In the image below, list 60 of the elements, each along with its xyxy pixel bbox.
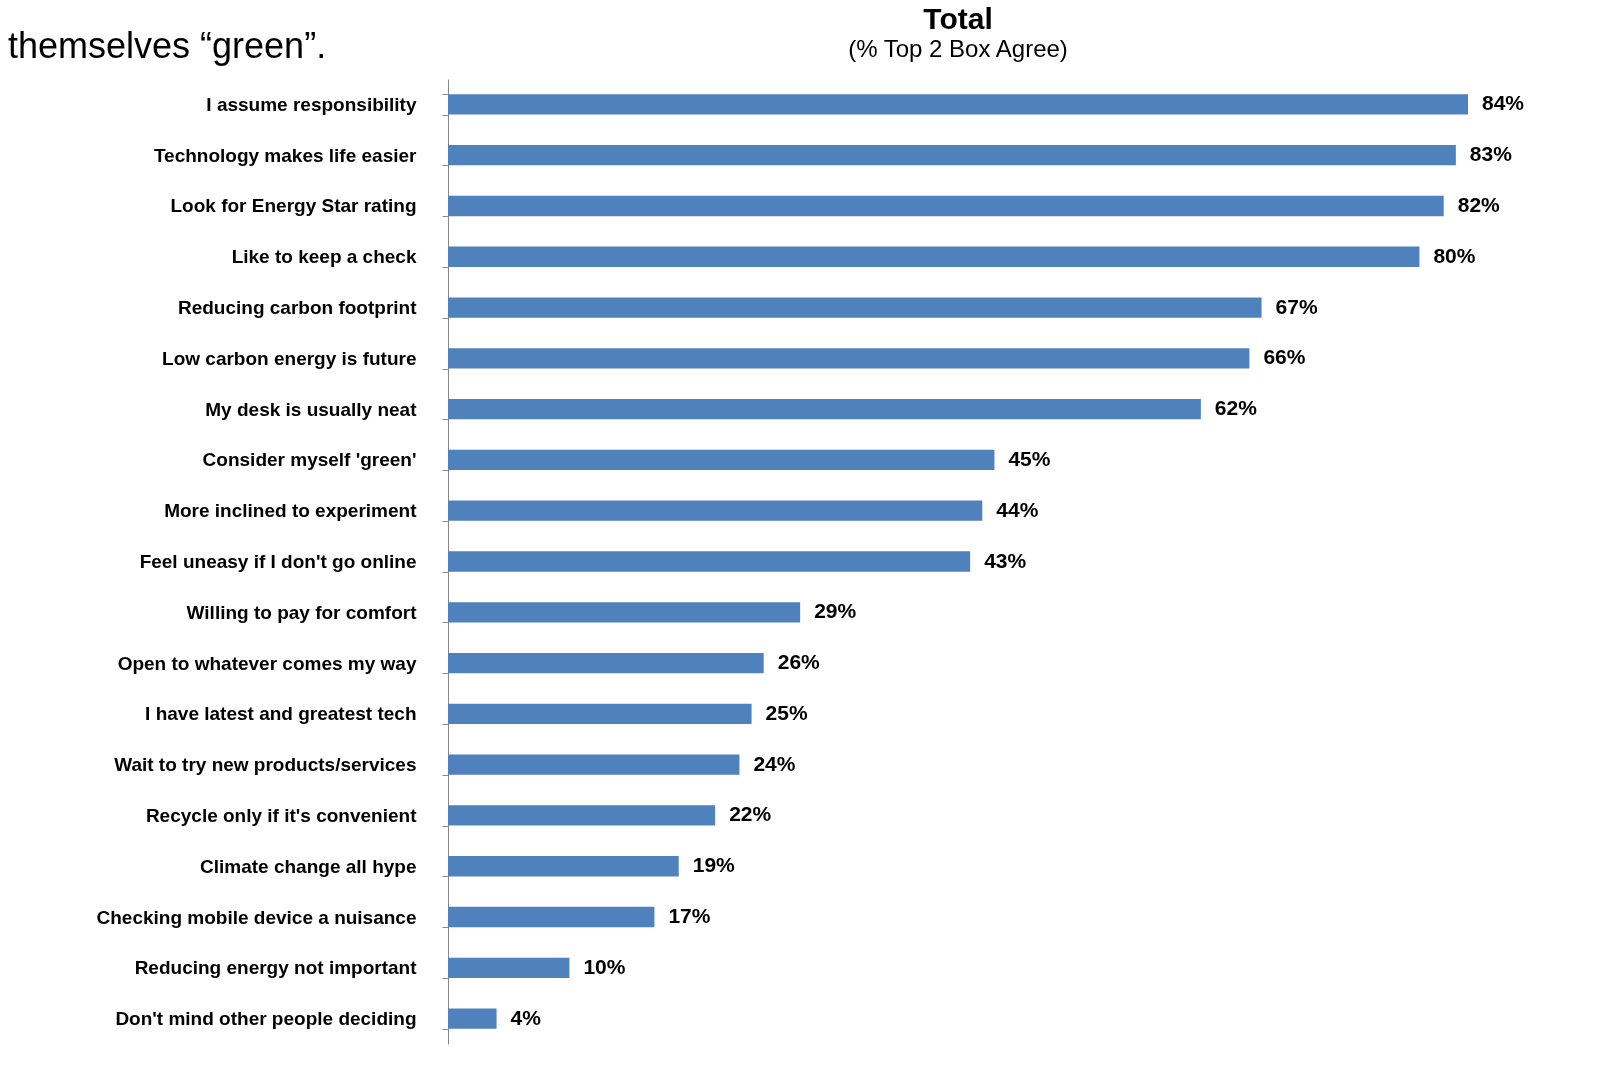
data-label: 66%: [1263, 345, 1306, 369]
data-label: 45%: [1008, 446, 1051, 470]
y-tick-label: Consider myself 'green': [202, 449, 417, 471]
data-label: 4%: [510, 1005, 542, 1029]
data-label: 67%: [1275, 294, 1318, 318]
data-label: 26%: [777, 650, 821, 674]
y-tick-label: Checking mobile device a nuisance: [96, 906, 417, 928]
bar: [448, 145, 1456, 166]
bar: [448, 246, 1420, 267]
bar: [448, 754, 740, 775]
data-label: 24%: [753, 751, 796, 775]
y-tick-label: My desk is usually neat: [205, 398, 418, 420]
y-tick-label: Don't mind other people deciding: [115, 1008, 417, 1030]
bar: [448, 805, 716, 826]
bar: [448, 856, 679, 877]
data-label: 10%: [583, 954, 626, 978]
bar: [448, 195, 1444, 217]
y-tick-label: Low carbon energy is future: [162, 347, 417, 369]
bar: [448, 348, 1250, 369]
bar: [448, 602, 801, 623]
y-tick-label: Reducing carbon footprint: [177, 297, 418, 319]
y-tick-label: Look for Energy Star rating: [170, 195, 417, 217]
y-tick-label: Like to keep a check: [231, 246, 417, 268]
bar: [448, 94, 1468, 115]
bar: [448, 906, 655, 928]
y-tick-label: Wait to try new products/services: [114, 754, 417, 776]
y-tick-label: Feel uneasy if I don't go online: [139, 551, 417, 572]
data-label: 62%: [1214, 396, 1258, 420]
bar: [448, 297, 1262, 318]
chart-title: Total: [923, 2, 993, 35]
data-label: 82%: [1457, 192, 1501, 216]
data-label: 84%: [1482, 91, 1525, 115]
y-tick-label: Recycle only if it's convenient: [145, 804, 418, 826]
bar: [448, 398, 1201, 420]
data-label: 83%: [1469, 142, 1513, 166]
data-label: 43%: [984, 548, 1027, 572]
y-tick-label: Willing to pay for comfort: [186, 601, 418, 623]
data-label: 25%: [765, 700, 808, 724]
text: themselves “green”.: [8, 25, 327, 66]
data-label: 80%: [1433, 243, 1476, 267]
y-tick-label: I have latest and greatest tech: [145, 703, 417, 725]
bar: [448, 652, 764, 674]
bar: [448, 1008, 497, 1029]
bar: [448, 703, 752, 725]
y-tick-label: Reducing energy not important: [134, 957, 418, 979]
bar: [448, 449, 995, 471]
data-label: 29%: [814, 599, 857, 623]
bar: [448, 957, 570, 978]
data-label: 44%: [996, 497, 1039, 521]
chart-subtitle: (% Top 2 Box Agree): [848, 35, 1068, 62]
y-tick-label: Climate change all hype: [200, 855, 417, 877]
y-tick-label: I assume responsibility: [206, 93, 417, 115]
bar: [448, 500, 983, 521]
y-tick-label: Technology makes life easier: [153, 144, 418, 166]
data-label: 22%: [729, 802, 772, 826]
bar: [448, 551, 971, 572]
y-tick-label: Open to whatever comes my way: [117, 652, 417, 674]
data-label: 17%: [668, 904, 711, 928]
y-tick-label: More inclined to experiment: [164, 500, 418, 522]
data-label: 19%: [692, 853, 736, 877]
